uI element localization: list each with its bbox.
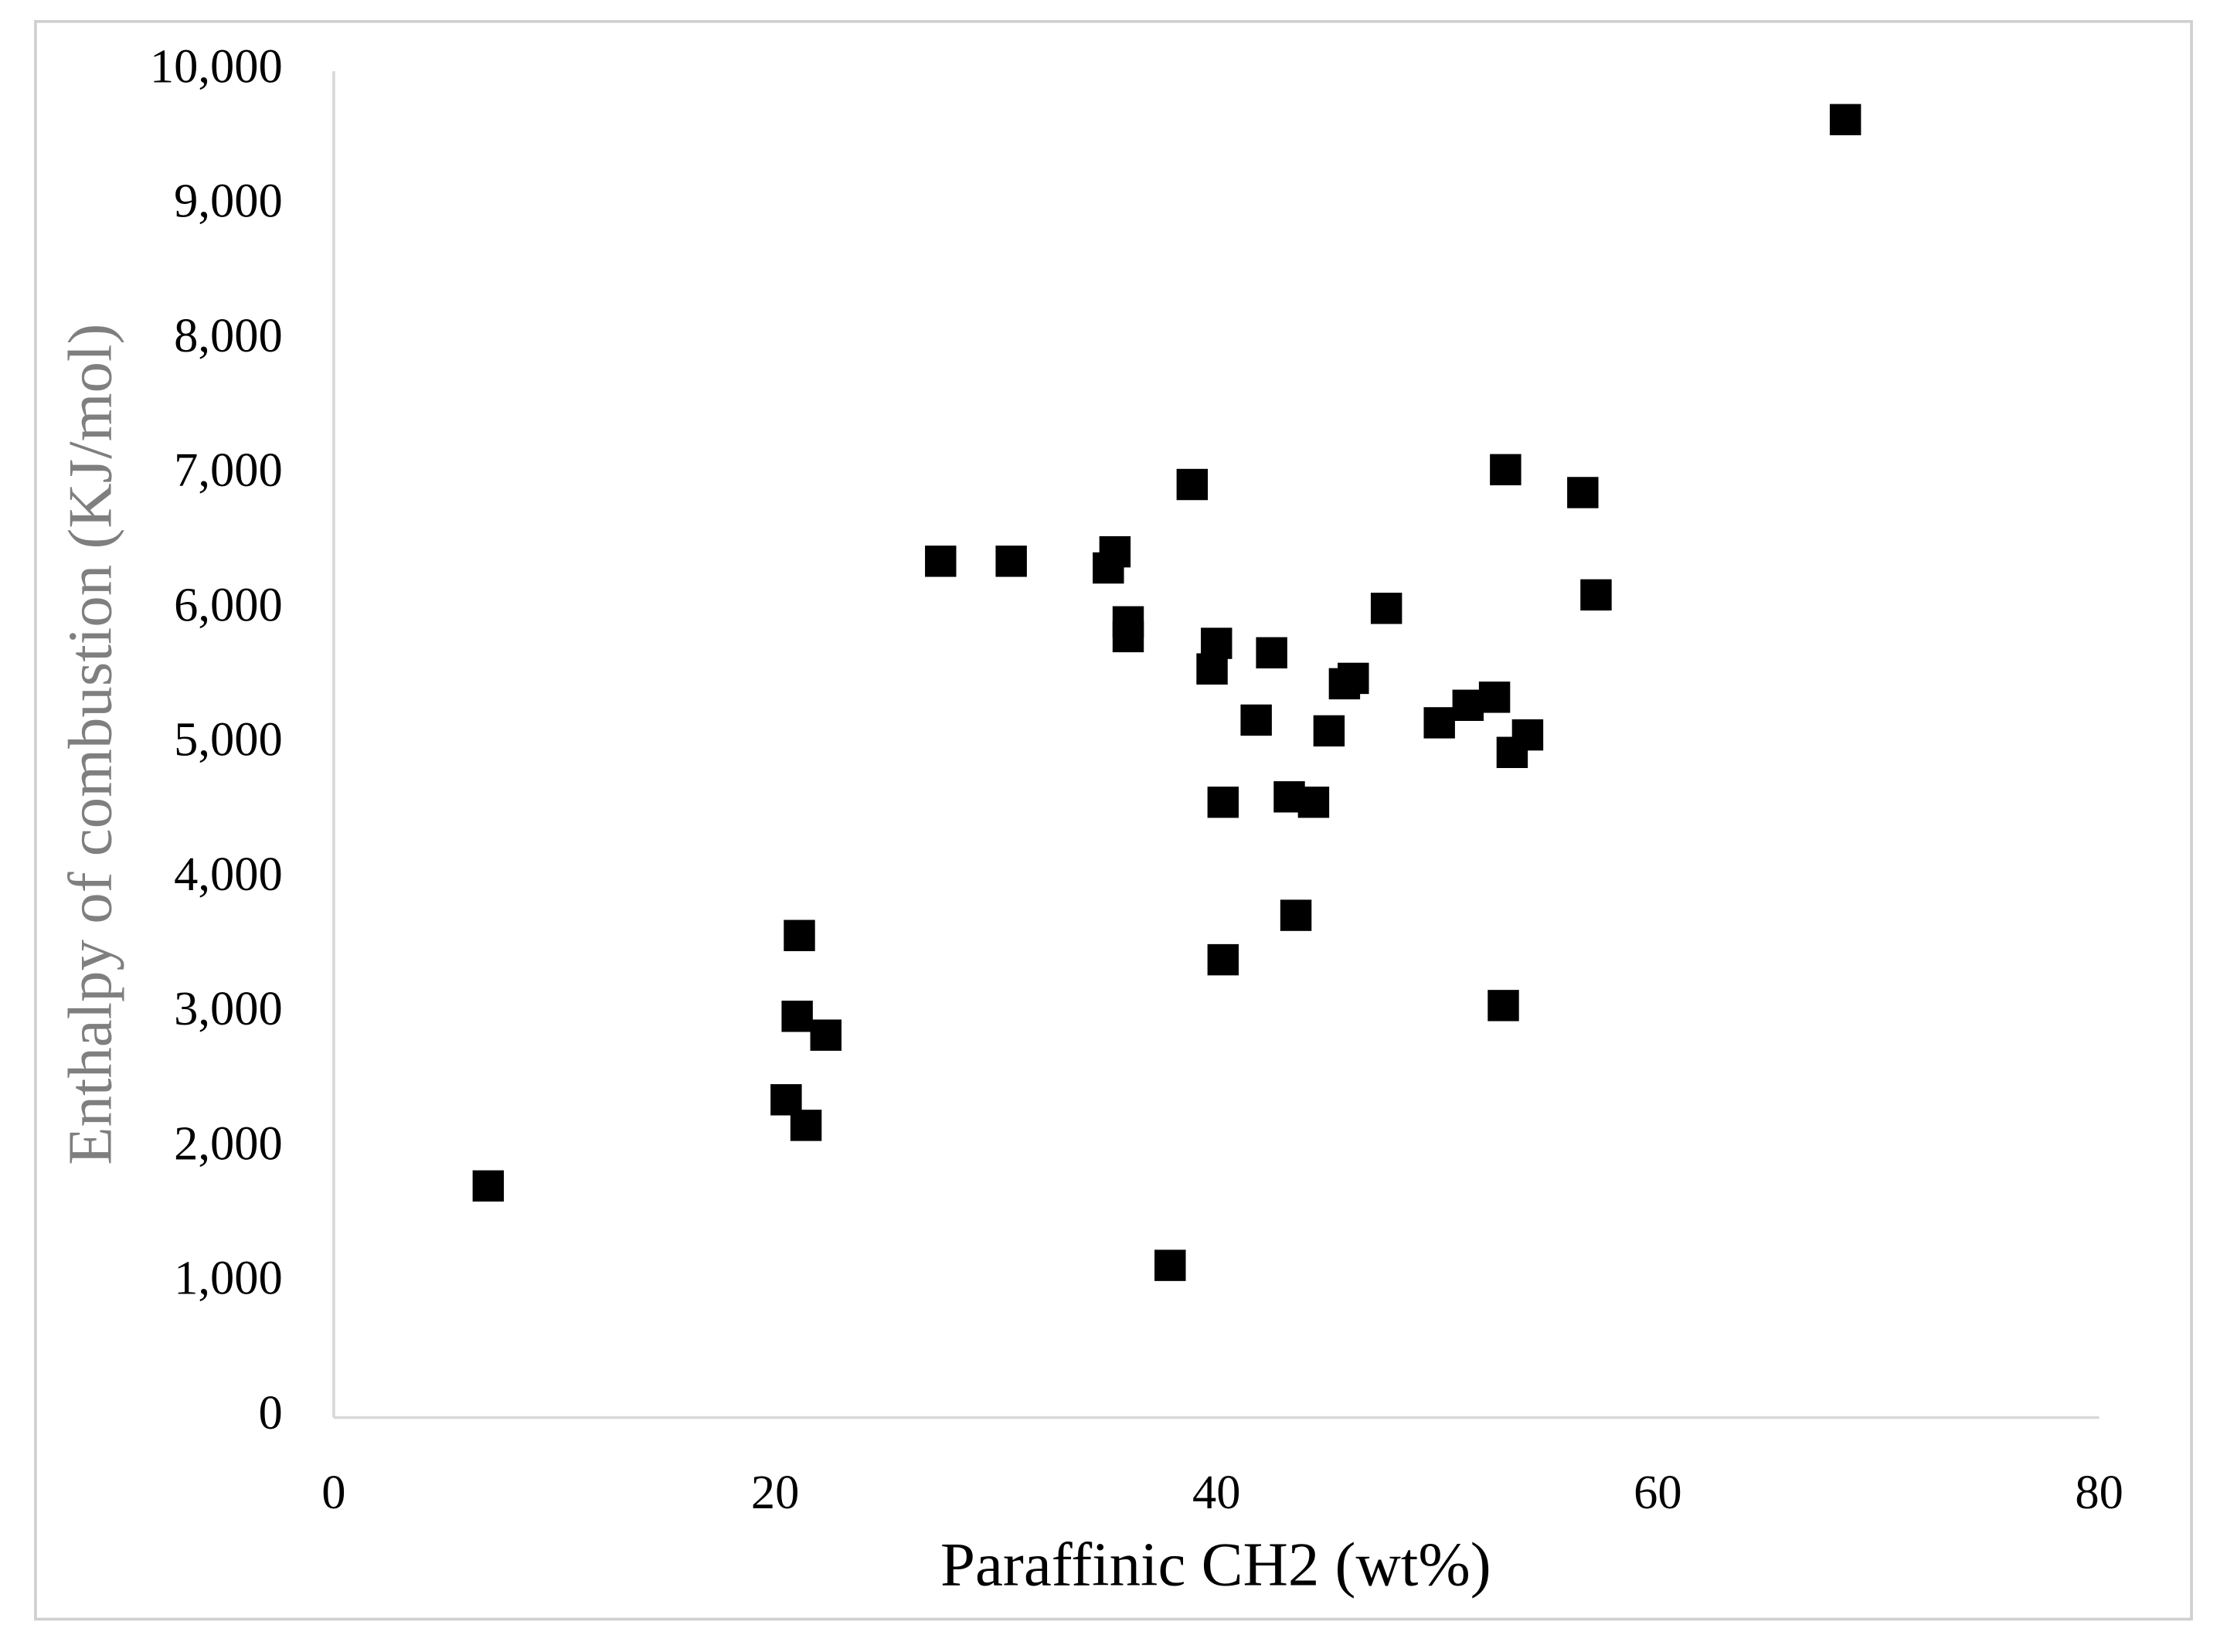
y-tick-label: 0	[259, 1385, 283, 1440]
point	[1829, 104, 1862, 136]
x-tick-label: 80	[2075, 1465, 2123, 1519]
point	[1370, 593, 1402, 624]
point	[790, 1110, 822, 1141]
point	[925, 546, 957, 577]
point	[1488, 990, 1519, 1021]
point	[1256, 637, 1287, 669]
y-tick-label: 9,000	[174, 174, 283, 228]
y-tick-label: 3,000	[174, 981, 283, 1035]
point	[1297, 787, 1330, 818]
chart-frame	[34, 19, 2193, 1621]
x-tick-label: 20	[751, 1465, 799, 1519]
y-tick-label: 5,000	[174, 712, 283, 767]
point	[1176, 468, 1209, 501]
point	[995, 546, 1027, 577]
point	[781, 1001, 813, 1032]
point	[1154, 1249, 1186, 1281]
point	[810, 1019, 842, 1051]
x-axis-label: Paraffinic CH2 (wt%)	[940, 1531, 1491, 1599]
point	[1240, 704, 1272, 736]
y-tick-label: 10,000	[150, 39, 283, 93]
point	[1496, 736, 1528, 768]
x-tick-label: 40	[1192, 1465, 1240, 1519]
point	[1423, 707, 1455, 739]
point	[784, 919, 815, 951]
point	[1196, 653, 1228, 685]
point	[1490, 454, 1522, 486]
point	[1567, 477, 1599, 508]
y-tick-label: 2,000	[174, 1116, 283, 1170]
y-tick-label: 7,000	[174, 443, 283, 497]
y-axis-label: Enthalpy of combustion (KJ/mol)	[56, 324, 125, 1165]
y-tick-label: 6,000	[174, 577, 283, 631]
x-tick-label: 0	[321, 1465, 345, 1519]
x-tick-label: 60	[1634, 1465, 1681, 1519]
point	[1478, 682, 1511, 713]
point	[1093, 552, 1124, 584]
point	[1280, 899, 1312, 931]
y-tick-label: 8,000	[174, 308, 283, 362]
point	[1313, 715, 1345, 747]
point	[1580, 579, 1612, 611]
point	[472, 1170, 505, 1202]
point	[1207, 787, 1239, 818]
point	[1452, 689, 1484, 722]
point	[1338, 662, 1369, 695]
point	[1112, 620, 1144, 653]
y-tick-label: 4,000	[174, 847, 283, 901]
y-tick-label: 1,000	[174, 1251, 283, 1305]
point	[1207, 943, 1239, 976]
